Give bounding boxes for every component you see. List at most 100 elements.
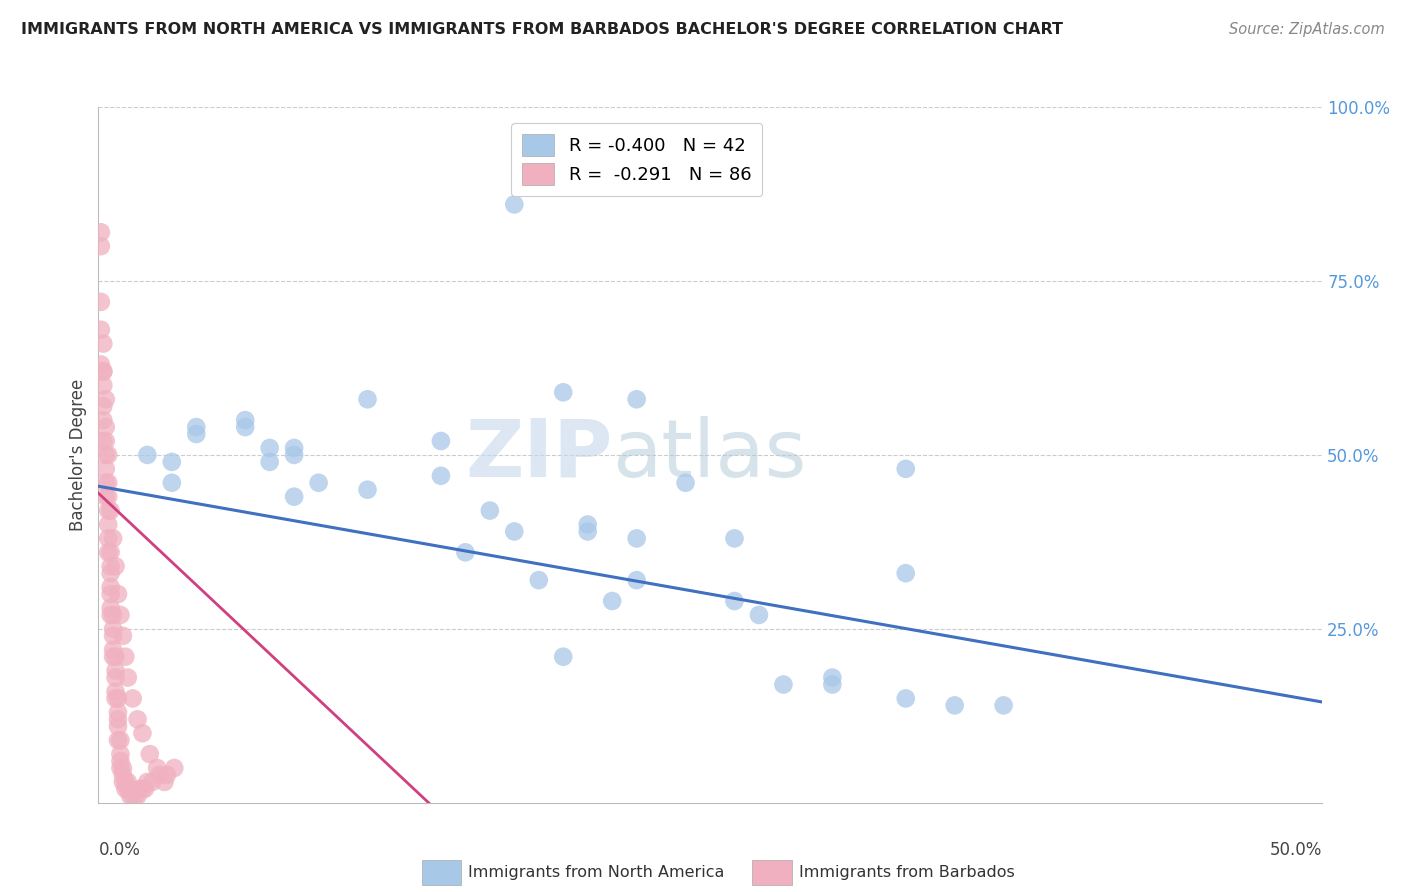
- Point: [723, 594, 745, 608]
- Point: [454, 545, 477, 559]
- Text: Immigrants from North America: Immigrants from North America: [468, 865, 724, 880]
- Point: [91, 364, 114, 378]
- Point: [149, 768, 172, 782]
- Point: [104, 649, 127, 664]
- Point: [101, 649, 124, 664]
- Point: [821, 677, 844, 691]
- Point: [104, 684, 127, 698]
- Point: [553, 385, 575, 400]
- Point: [748, 607, 770, 622]
- Point: [139, 747, 162, 761]
- Point: [356, 392, 378, 407]
- Point: [163, 761, 186, 775]
- Point: [104, 691, 127, 706]
- Point: [136, 448, 159, 462]
- Point: [146, 761, 169, 775]
- Point: [97, 448, 120, 462]
- Point: [186, 427, 208, 442]
- Point: [94, 475, 117, 490]
- Point: [160, 455, 183, 469]
- Point: [90, 239, 112, 253]
- Point: [94, 448, 117, 462]
- Point: [186, 420, 208, 434]
- Point: [97, 517, 120, 532]
- Point: [356, 483, 378, 497]
- Point: [131, 726, 153, 740]
- Point: [100, 559, 122, 574]
- Point: [478, 503, 501, 517]
- Point: [127, 712, 149, 726]
- Text: ZIP: ZIP: [465, 416, 612, 494]
- Point: [100, 601, 122, 615]
- Point: [107, 691, 129, 706]
- Point: [129, 781, 152, 796]
- Text: 0.0%: 0.0%: [98, 841, 141, 859]
- Point: [134, 781, 156, 796]
- Point: [90, 225, 112, 239]
- Point: [100, 503, 122, 517]
- Point: [821, 671, 844, 685]
- Point: [626, 392, 648, 407]
- Point: [120, 781, 142, 796]
- Point: [91, 378, 114, 392]
- Point: [993, 698, 1015, 713]
- Point: [101, 622, 124, 636]
- Point: [97, 490, 120, 504]
- Point: [107, 733, 129, 747]
- Point: [91, 413, 114, 427]
- Point: [141, 775, 163, 789]
- Point: [101, 642, 124, 657]
- Point: [675, 475, 697, 490]
- Point: [894, 566, 917, 581]
- Point: [626, 532, 648, 546]
- Point: [110, 754, 132, 768]
- Point: [723, 532, 745, 546]
- Text: 50.0%: 50.0%: [1270, 841, 1322, 859]
- Point: [104, 671, 127, 685]
- Point: [527, 573, 550, 587]
- Point: [283, 441, 305, 455]
- Point: [259, 441, 281, 455]
- Point: [111, 761, 134, 775]
- Point: [101, 532, 124, 546]
- Point: [153, 775, 176, 789]
- Point: [430, 468, 453, 483]
- Text: atlas: atlas: [612, 416, 807, 494]
- Point: [111, 768, 134, 782]
- Point: [110, 761, 132, 775]
- Point: [100, 607, 122, 622]
- Point: [233, 413, 256, 427]
- Point: [104, 664, 127, 678]
- Point: [259, 455, 281, 469]
- Point: [91, 364, 114, 378]
- Point: [107, 712, 129, 726]
- Point: [283, 448, 305, 462]
- Point: [101, 607, 124, 622]
- Point: [94, 462, 117, 476]
- Point: [114, 781, 136, 796]
- Point: [131, 781, 153, 796]
- Y-axis label: Bachelor's Degree: Bachelor's Degree: [69, 379, 87, 531]
- Point: [114, 649, 136, 664]
- Point: [101, 629, 124, 643]
- Point: [430, 434, 453, 448]
- Point: [308, 475, 330, 490]
- Point: [104, 559, 127, 574]
- Point: [117, 775, 139, 789]
- Point: [111, 775, 134, 789]
- Point: [94, 392, 117, 407]
- Point: [553, 649, 575, 664]
- Legend: R = -0.400   N = 42, R =  -0.291   N = 86: R = -0.400 N = 42, R = -0.291 N = 86: [510, 123, 762, 196]
- Point: [100, 566, 122, 581]
- Point: [107, 587, 129, 601]
- Point: [90, 358, 112, 372]
- Point: [94, 434, 117, 448]
- Point: [110, 733, 132, 747]
- Point: [117, 781, 139, 796]
- Point: [97, 532, 120, 546]
- Point: [114, 775, 136, 789]
- Point: [503, 197, 526, 211]
- Point: [156, 768, 179, 782]
- Point: [600, 594, 623, 608]
- Point: [97, 503, 120, 517]
